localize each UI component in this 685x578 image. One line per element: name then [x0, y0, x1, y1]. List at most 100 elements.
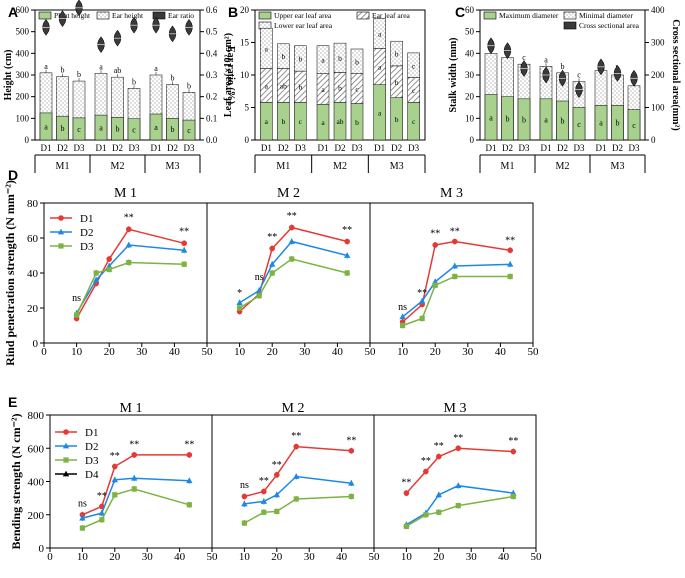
y-axis-label: Height (cm) [3, 50, 14, 101]
point-D2 [125, 241, 132, 248]
significance-letter: a [544, 115, 548, 124]
legend-swatch [96, 11, 110, 20]
significance-letter: b [506, 114, 510, 123]
significance-letter: c [577, 71, 581, 80]
significance-mark: ns [398, 302, 407, 313]
significance-letter: b [61, 124, 65, 133]
y-tick-label: 400 [16, 48, 30, 58]
significance-letter: c [632, 121, 636, 130]
significance-letter: b [355, 118, 359, 127]
legend-swatch [563, 11, 577, 20]
bar-segment [373, 18, 386, 49]
y-tick-label: 500 [16, 27, 30, 37]
panel-label: A [8, 4, 18, 20]
bar-base [94, 114, 108, 141]
y2-tick-label: 0.5 [206, 27, 218, 37]
point-D1 [125, 226, 132, 233]
point-D2 [506, 260, 514, 267]
legend-marker [58, 243, 64, 249]
x-tick-label: 30 [462, 346, 474, 358]
x-tick-label: D2 [391, 143, 402, 153]
bar-base [149, 113, 163, 141]
significance-letter: a [378, 63, 382, 72]
point-D3 [274, 508, 280, 515]
significance-letter: c [77, 125, 81, 134]
x-tick-label: 20 [430, 346, 442, 358]
series-line-D3 [402, 275, 511, 327]
point-D1 [106, 256, 112, 262]
legend-marker [57, 228, 65, 235]
y2-tick-label: 0.2 [206, 92, 217, 102]
group-label: M1 [276, 161, 290, 172]
x-tick-label: 10 [401, 551, 413, 563]
significance-letter: c [299, 117, 303, 126]
panel-label: B [228, 4, 238, 20]
group-label: M3 [390, 161, 404, 172]
point-D1 [79, 511, 86, 518]
x-tick-label: 40 [169, 346, 181, 358]
x-tick-label: D2 [557, 143, 568, 153]
significance-letter: c [522, 53, 526, 62]
point-D1 [423, 468, 429, 475]
significance-mark: ** [179, 227, 189, 238]
y2-tick-label: 300 [651, 38, 665, 48]
point-D2 [455, 482, 462, 489]
panel-A: A 0 100 200 300 400 500 600 Height (cm) 0.0 0.1 0.2… [3, 0, 236, 173]
point-D3 [241, 520, 247, 526]
bar-base [572, 107, 586, 141]
y2-tick-label: 0.3 [206, 70, 218, 80]
y-tick-label: 800 [28, 410, 45, 422]
x-tick-label: 20 [109, 551, 121, 563]
x-tick-label: 30 [304, 551, 316, 563]
significance-letter: b [298, 83, 302, 92]
significance-mark: ** [342, 225, 352, 236]
point-D3 [256, 293, 262, 299]
point-D3 [510, 493, 516, 500]
significance-letter: b [355, 57, 359, 66]
legend-label: Minimal diameter [579, 11, 633, 20]
point-D3 [261, 509, 267, 515]
panel-label: E [8, 394, 17, 410]
significance-letter: a [44, 62, 48, 71]
significance-letter: a [265, 117, 269, 126]
point-D2 [255, 287, 263, 293]
bar-base [501, 96, 514, 141]
bar-base [56, 115, 69, 141]
significance-letter: b [132, 77, 136, 86]
y-tick-label: 60 [465, 5, 475, 15]
y2-tick-label: 0.1 [206, 113, 217, 123]
x-tick-label: D1 [541, 143, 552, 153]
y2-tick-label: 400 [651, 5, 665, 15]
subplot-title: M 3 [444, 401, 467, 416]
point-D3 [269, 270, 275, 276]
group-label: M3 [611, 161, 625, 172]
legend-marker [63, 429, 69, 435]
y2-tick-label: 0.0 [206, 135, 218, 145]
significance-mark: ** [124, 213, 134, 224]
bar-segment [260, 27, 273, 69]
bar-base [611, 105, 624, 141]
bar-segment [350, 48, 364, 74]
x-tick-label: D3 [352, 143, 363, 153]
y2-axis-label: Cross sectional area(mm²) [670, 19, 681, 131]
significance-mark: ** [291, 431, 301, 442]
point-D1 [181, 240, 187, 247]
y-tick-label: 300 [16, 70, 30, 80]
x-tick-label: 50 [531, 551, 543, 563]
point-D2 [348, 479, 355, 486]
point-D2 [343, 252, 351, 258]
x-tick-label: D2 [167, 143, 178, 153]
y-tick-label: 20 [240, 5, 250, 15]
y-tick-label: 80 [27, 198, 39, 210]
significance-mark: ns [72, 293, 81, 304]
legend-swatch [356, 11, 370, 20]
significance-letter: ab [336, 117, 343, 126]
y-axis-label: Stalk width (mm) [448, 37, 459, 112]
point-D3 [106, 266, 112, 273]
point-D1 [510, 448, 517, 455]
bar-base [111, 117, 124, 141]
x-tick-label: 10 [77, 551, 89, 563]
y-tick-label: 15 [240, 38, 250, 48]
y-tick-label: 200 [28, 510, 45, 522]
legend-label: D3 [80, 241, 94, 253]
